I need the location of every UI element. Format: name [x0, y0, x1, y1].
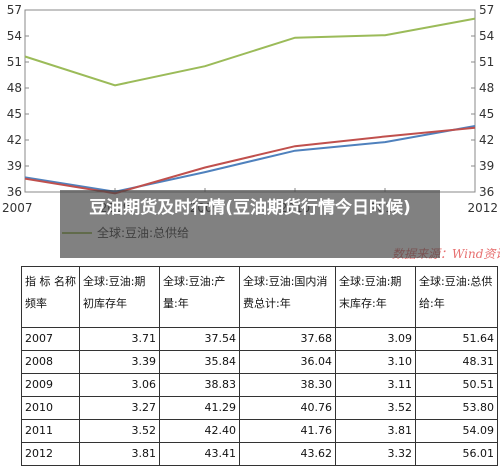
table-header: 全球:豆油:产量:年	[159, 266, 240, 328]
table-cell: 3.06	[79, 373, 160, 397]
table-cell: 37.54	[159, 327, 240, 351]
table-cell: 3.81	[79, 442, 160, 466]
table-cell: 3.81	[335, 419, 416, 443]
y-tick-label-left: 45	[7, 107, 22, 121]
y-tick-label-left: 51	[7, 55, 22, 69]
table-cell: 41.76	[239, 419, 336, 443]
table-cell: 36.04	[239, 350, 336, 374]
table-row: 2011 3.52 42.40 41.76 3.81 54.09	[21, 419, 498, 443]
table-header: 全球:豆油:国内消费总计:年	[239, 266, 336, 328]
table-cell: 43.41	[159, 442, 240, 466]
table-cell-year: 2007	[21, 327, 80, 351]
table-cell: 3.11	[335, 373, 416, 397]
table-header: 指 标 名称频率	[21, 266, 80, 328]
table-row: 2012 3.81 43.41 43.62 3.32 56.01	[21, 442, 498, 466]
y-tick-label-right: 36	[479, 185, 494, 199]
table-header: 全球:豆油:期末库存:年	[335, 266, 416, 328]
y-tick-label-right: 54	[479, 29, 494, 43]
table-cell: 48.31	[415, 350, 498, 374]
table-cell-year: 2008	[21, 350, 80, 374]
y-tick-label-left: 36	[7, 185, 22, 199]
y-tick-label-right: 48	[479, 81, 494, 95]
y-tick-label-right: 45	[479, 107, 494, 121]
table-cell: 38.30	[239, 373, 336, 397]
table-cell: 3.10	[335, 350, 416, 374]
table-row: 2009 3.06 38.83 38.30 3.11 50.51	[21, 373, 498, 397]
table-cell: 41.29	[159, 396, 240, 420]
table-cell: 3.52	[79, 419, 160, 443]
table-cell: 3.09	[335, 327, 416, 351]
y-tick-label-right: 42	[479, 133, 494, 147]
y-tick-label-left: 39	[7, 159, 22, 173]
y-tick-label-right: 57	[479, 3, 494, 17]
table-cell: 53.80	[415, 396, 498, 420]
table-row: 2010 3.27 41.29 40.76 3.52 53.80	[21, 396, 498, 420]
table-header: 全球:豆油:期初库存年	[79, 266, 160, 328]
table-cell: 3.52	[335, 396, 416, 420]
table-cell-year: 2010	[21, 396, 80, 420]
table-cell: 35.84	[159, 350, 240, 374]
table-cell-year: 2012	[21, 442, 80, 466]
table-cell: 54.09	[415, 419, 498, 443]
table-cell: 42.40	[159, 419, 240, 443]
y-tick-label-left: 42	[7, 133, 22, 147]
table-row: 2007 3.71 37.54 37.68 3.09 51.64	[21, 327, 498, 351]
table-cell-year: 2009	[21, 373, 80, 397]
page-title: 豆油期货及时行情(豆油期货行情今日时候)	[89, 198, 411, 218]
y-tick-label-left: 48	[7, 81, 22, 95]
table-cell: 3.39	[79, 350, 160, 374]
table-cell: 37.68	[239, 327, 336, 351]
table-cell: 3.27	[79, 396, 160, 420]
table-cell: 50.51	[415, 373, 498, 397]
table-cell: 43.62	[239, 442, 336, 466]
title-overlay: 豆油期货及时行情(豆油期货行情今日时候)	[60, 190, 440, 258]
table-header-row: 指 标 名称频率 全球:豆油:期初库存年 全球:豆油:产量:年 全球:豆油:国内…	[21, 266, 498, 328]
y-tick-label-left: 57	[7, 3, 22, 17]
y-tick-label-right: 51	[479, 55, 494, 69]
plot-border	[24, 9, 476, 193]
y-tick-label-left: 54	[7, 29, 22, 43]
x-tick-label: 2012	[467, 201, 498, 215]
data-table: 指 标 名称频率 全球:豆油:期初库存年 全球:豆油:产量:年 全球:豆油:国内…	[21, 266, 498, 466]
series-line	[24, 17, 476, 87]
series-line	[24, 125, 476, 193]
table-cell-year: 2011	[21, 419, 80, 443]
table-header: 全球:豆油:总供给:年	[415, 266, 498, 328]
table-cell: 3.71	[79, 327, 160, 351]
table-cell: 3.32	[335, 442, 416, 466]
table-cell: 56.01	[415, 442, 498, 466]
table-cell: 38.83	[159, 373, 240, 397]
x-tick-label: 2007	[2, 201, 33, 215]
table-row: 2008 3.39 35.84 36.04 3.10 48.31	[21, 350, 498, 374]
table-cell: 40.76	[239, 396, 336, 420]
table-cell: 51.64	[415, 327, 498, 351]
y-tick-label-right: 39	[479, 159, 494, 173]
